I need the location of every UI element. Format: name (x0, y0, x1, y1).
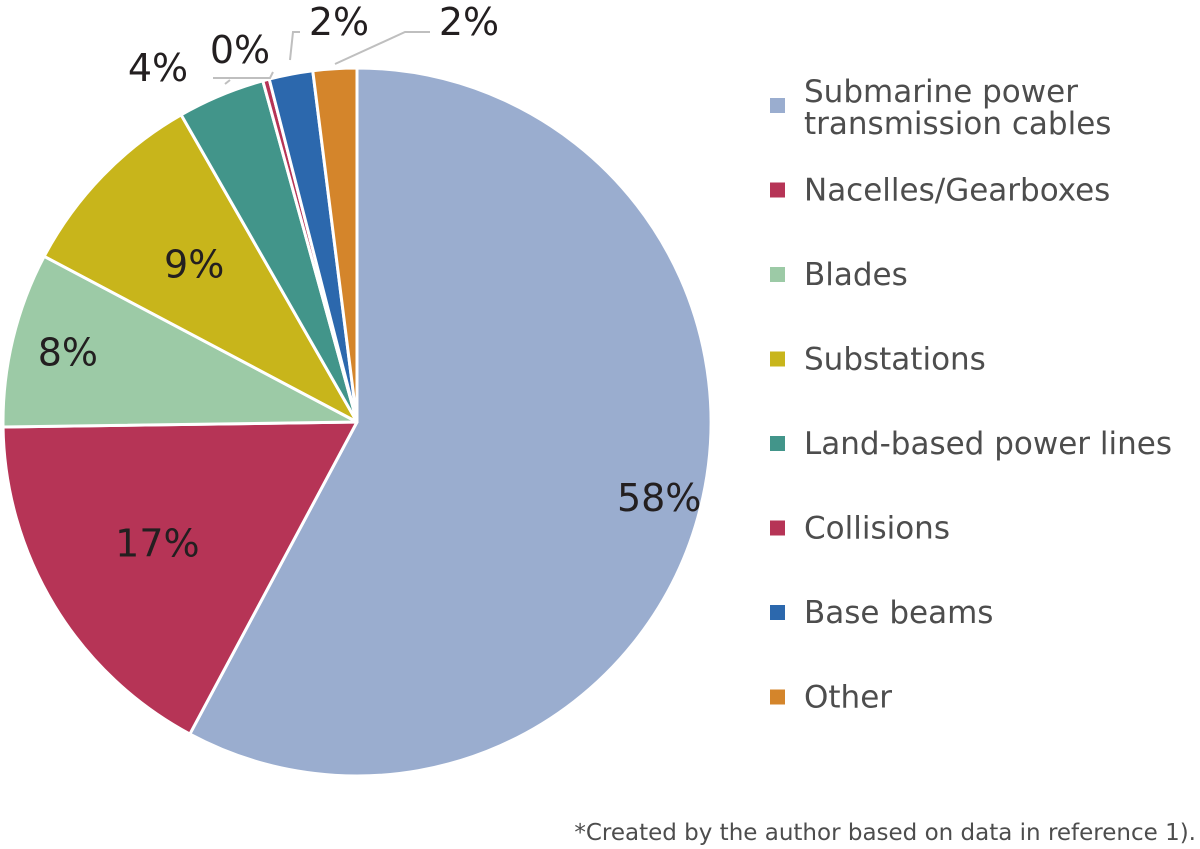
legend-label: transmission cables (804, 106, 1111, 142)
legend-swatch (770, 267, 785, 282)
legend-label: Base beams (804, 595, 993, 631)
leader-line (289, 31, 300, 61)
pie-slice-nacelles-gearboxes (1, 420, 359, 736)
pie-slices (1, 66, 713, 778)
legend-swatch (770, 351, 785, 367)
legend-swatch (770, 605, 785, 620)
slice-labels: 58% 17% 8% 9% 4% 0% 2% 2% (38, 0, 702, 565)
pie-slice-other (311, 66, 359, 424)
legend-label: Submarine power (804, 74, 1078, 110)
slice-value-label: 2% (439, 0, 499, 44)
legend-label: Substations (804, 342, 986, 378)
legend-label: Collisions (804, 511, 950, 547)
legend-swatch (770, 689, 785, 705)
pie-slice-submarine-power-transmission-cables (188, 66, 713, 778)
legend-swatch (770, 436, 785, 451)
slice-value-label: 58% (617, 476, 701, 520)
leader-line (224, 79, 231, 85)
legend-label: Land-based power lines (804, 426, 1172, 462)
legend-label: Blades (804, 257, 908, 293)
slice-value-label: 4% (128, 46, 188, 90)
slice-value-label: 17% (115, 521, 199, 565)
slice-value-label: 0% (210, 28, 270, 72)
slice-value-label: 8% (38, 330, 98, 374)
leader-lines (213, 31, 430, 85)
legend-swatch (770, 98, 785, 113)
pie-slice-substations (42, 113, 359, 424)
legend-label: Nacelles/Gearboxes (804, 173, 1110, 209)
slice-value-label: 9% (164, 243, 224, 287)
slice-value-label: 2% (309, 0, 369, 44)
pie-slice-blades (1, 254, 359, 429)
leader-line (334, 31, 430, 65)
legend-label: Other (804, 680, 892, 716)
legend-swatch (770, 520, 785, 536)
legend-swatch (770, 182, 785, 198)
leader-line (213, 71, 274, 79)
footnote: *Created by the author based on data in … (574, 820, 1196, 846)
